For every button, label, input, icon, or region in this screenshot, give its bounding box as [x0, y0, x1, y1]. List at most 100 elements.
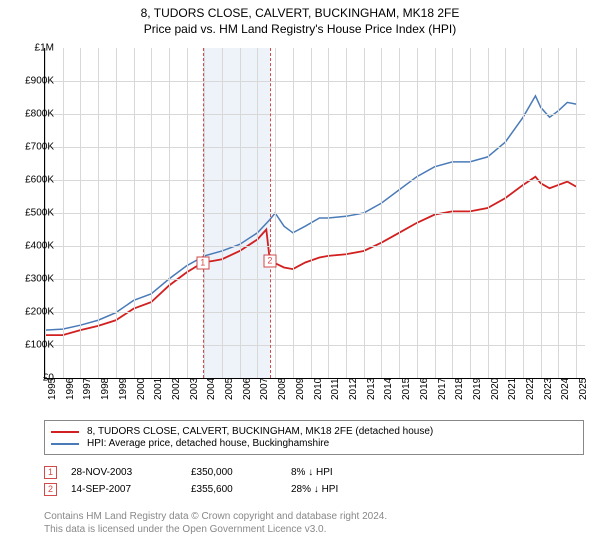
gridline-v [505, 48, 506, 378]
gridline-v [204, 48, 205, 378]
xtick-label: 2017 [437, 378, 448, 400]
xtick-label: 2020 [490, 378, 501, 400]
plot-area: 12 [44, 48, 585, 379]
gridline-v [364, 48, 365, 378]
xtick-label: 2013 [366, 378, 377, 400]
gridline-v [311, 48, 312, 378]
xtick-label: 2009 [295, 378, 306, 400]
xtick-label: 2023 [543, 378, 554, 400]
gridline-h [45, 246, 585, 247]
gridline-v [452, 48, 453, 378]
sale-price: £355,600 [191, 484, 291, 495]
ytick-label: £1M [14, 43, 54, 54]
xtick-label: 2001 [153, 378, 164, 400]
gridline-h [45, 180, 585, 181]
xtick-label: 2005 [224, 378, 235, 400]
gridline-v [257, 48, 258, 378]
gridline-v [80, 48, 81, 378]
sale-vline [270, 48, 271, 378]
gridline-v [275, 48, 276, 378]
sale-vline [203, 48, 204, 378]
xtick-label: 2025 [578, 378, 589, 400]
legend-label: HPI: Average price, detached house, Buck… [87, 438, 329, 449]
xtick-label: 2008 [277, 378, 288, 400]
sale-row-marker: 2 [44, 483, 57, 496]
xtick-label: 2000 [136, 378, 147, 400]
sale-marker: 2 [263, 254, 276, 267]
xtick-label: 2021 [507, 378, 518, 400]
xtick-label: 2007 [259, 378, 270, 400]
ytick-label: £800K [14, 109, 54, 120]
legend-item: 8, TUDORS CLOSE, CALVERT, BUCKINGHAM, MK… [51, 426, 577, 437]
gridline-h [45, 147, 585, 148]
ytick-label: £600K [14, 175, 54, 186]
gridline-v [417, 48, 418, 378]
xtick-label: 2004 [206, 378, 217, 400]
ytick-label: £300K [14, 274, 54, 285]
sale-row: 2 14-SEP-2007£355,60028% ↓ HPI [44, 483, 584, 496]
legend-swatch [51, 443, 79, 445]
gridline-v [134, 48, 135, 378]
gridline-v [98, 48, 99, 378]
xtick-label: 2006 [242, 378, 253, 400]
sale-row-marker: 1 [44, 466, 57, 479]
xtick-label: 2016 [419, 378, 430, 400]
xtick-label: 2002 [171, 378, 182, 400]
gridline-v [558, 48, 559, 378]
gridline-h [45, 114, 585, 115]
xtick-label: 2024 [560, 378, 571, 400]
chart-title: 8, TUDORS CLOSE, CALVERT, BUCKINGHAM, MK… [0, 6, 600, 20]
sale-row: 128-NOV-2003£350,0008% ↓ HPI [44, 466, 584, 479]
ytick-label: £200K [14, 307, 54, 318]
gridline-h [45, 213, 585, 214]
ytick-label: £500K [14, 208, 54, 219]
ytick-label: £400K [14, 241, 54, 252]
xtick-label: 2014 [383, 378, 394, 400]
gridline-v [240, 48, 241, 378]
titles: 8, TUDORS CLOSE, CALVERT, BUCKINGHAM, MK… [0, 0, 600, 36]
gridline-h [45, 312, 585, 313]
xtick-label: 2018 [454, 378, 465, 400]
xtick-label: 1997 [82, 378, 93, 400]
xtick-label: 2011 [330, 378, 341, 400]
sale-date: 28-NOV-2003 [71, 467, 191, 478]
attribution-line2: This data is licensed under the Open Gov… [44, 523, 584, 536]
sale-date: 14-SEP-2007 [71, 484, 191, 495]
gridline-v [346, 48, 347, 378]
gridline-v [381, 48, 382, 378]
chart-container: 8, TUDORS CLOSE, CALVERT, BUCKINGHAM, MK… [0, 0, 600, 560]
gridline-h [45, 279, 585, 280]
gridline-h [45, 345, 585, 346]
xtick-label: 1995 [47, 378, 58, 400]
attribution-line1: Contains HM Land Registry data © Crown c… [44, 510, 584, 523]
sale-diff: 28% ↓ HPI [291, 484, 391, 495]
gridline-v [116, 48, 117, 378]
legend-label: 8, TUDORS CLOSE, CALVERT, BUCKINGHAM, MK… [87, 426, 433, 437]
xtick-label: 2015 [401, 378, 412, 400]
xtick-label: 1998 [100, 378, 111, 400]
gridline-v [169, 48, 170, 378]
sale-price: £350,000 [191, 467, 291, 478]
gridline-v [523, 48, 524, 378]
gridline-v [399, 48, 400, 378]
gridline-v [187, 48, 188, 378]
xtick-label: 2012 [348, 378, 359, 400]
xtick-label: 2019 [472, 378, 483, 400]
xtick-label: 2003 [189, 378, 200, 400]
sale-marker: 1 [196, 256, 209, 269]
xtick-label: 2010 [313, 378, 324, 400]
chart-subtitle: Price paid vs. HM Land Registry's House … [0, 22, 600, 36]
gridline-v [63, 48, 64, 378]
gridline-v [576, 48, 577, 378]
gridline-v [435, 48, 436, 378]
legend-swatch [51, 431, 79, 433]
attribution: Contains HM Land Registry data © Crown c… [44, 510, 584, 536]
xtick-label: 1996 [65, 378, 76, 400]
legend: 8, TUDORS CLOSE, CALVERT, BUCKINGHAM, MK… [44, 420, 584, 455]
xtick-label: 2022 [525, 378, 536, 400]
gridline-h [45, 81, 585, 82]
sales-table: 128-NOV-2003£350,0008% ↓ HPI214-SEP-2007… [44, 462, 584, 500]
gridline-v [222, 48, 223, 378]
ytick-label: £900K [14, 76, 54, 87]
ytick-label: £700K [14, 142, 54, 153]
